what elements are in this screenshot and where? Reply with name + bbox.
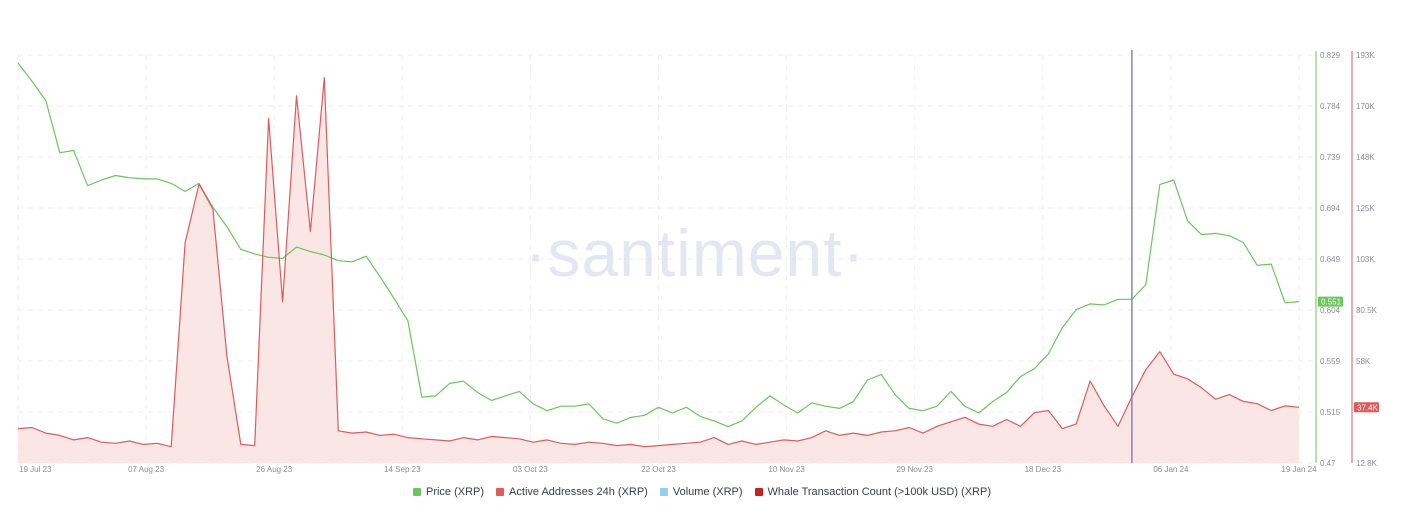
price-tick-label: 0.515 bbox=[1320, 408, 1341, 417]
legend-swatch bbox=[412, 488, 421, 496]
price-tick-label: 0.784 bbox=[1320, 102, 1341, 111]
legend-label: Price (XRP) bbox=[425, 486, 485, 498]
addresses-tick-label: 148K bbox=[1356, 153, 1375, 162]
legend-swatch bbox=[659, 488, 668, 496]
price-tick-label: 0.829 bbox=[1320, 51, 1341, 60]
svg-text:0.551: 0.551 bbox=[1321, 298, 1342, 307]
legend-item[interactable]: Active Addresses 24h (XRP) bbox=[496, 486, 648, 498]
price-tick-label: 0.47 bbox=[1320, 459, 1336, 468]
addresses-tick-label: 12.8K bbox=[1356, 459, 1378, 468]
line-layer bbox=[17, 62, 1300, 448]
price-tick-label: 0.604 bbox=[1320, 306, 1341, 315]
current-value-badges: 0.551 37.4K bbox=[1318, 296, 1379, 413]
addresses-tick-label: 103K bbox=[1356, 255, 1375, 264]
legend-label: Volume (XRP) bbox=[672, 486, 743, 498]
x-tick-label: 19 Jul 23 bbox=[19, 465, 52, 474]
x-axis-ticks: 19 Jul 23 07 Aug 23 26 Aug 23 14 Sep 23 03 O… bbox=[19, 465, 1317, 474]
addresses-current-badge: 37.4K bbox=[1354, 402, 1379, 413]
santiment-watermark: ·santiment· bbox=[524, 216, 865, 290]
x-tick-label: 14 Sep 23 bbox=[384, 465, 421, 474]
active-addresses-line bbox=[17, 77, 1300, 448]
legend-swatch bbox=[754, 488, 763, 496]
legend-label: Whale Transaction Count (>100k USD) (XRP… bbox=[767, 486, 991, 498]
x-tick-label: 22 Oct 23 bbox=[641, 465, 676, 474]
legend-swatch bbox=[496, 488, 505, 496]
addresses-tick-label: 193K bbox=[1356, 51, 1375, 60]
price-tick-label: 0.559 bbox=[1320, 357, 1341, 366]
price-axis-ticks: 0.829 0.784 0.739 0.694 0.649 0.604 0.559 0.515… bbox=[1320, 51, 1341, 468]
legend-label: Active Addresses 24h (XRP) bbox=[509, 486, 648, 498]
x-tick-label: 03 Oct 23 bbox=[513, 465, 548, 474]
addresses-tick-label: 170K bbox=[1356, 102, 1375, 111]
addresses-axis-ticks: 193K 170K 148K 125K 103K 80.5K 58K 12.8K bbox=[1356, 51, 1378, 468]
area-layer bbox=[18, 77, 1299, 463]
price-tick-label: 0.694 bbox=[1320, 204, 1341, 213]
x-tick-label: 18 Dec 23 bbox=[1025, 465, 1062, 474]
x-tick-label: 29 Nov 23 bbox=[896, 465, 933, 474]
chart-legend: Price (XRP) Active Addresses 24h (XRP) Vol… bbox=[0, 486, 1404, 498]
price-current-badge: 0.551 bbox=[1318, 296, 1343, 307]
legend-item[interactable]: Whale Transaction Count (>100k USD) (XRP… bbox=[754, 486, 991, 498]
x-tick-label: 07 Aug 23 bbox=[128, 465, 165, 474]
svg-text:37.4K: 37.4K bbox=[1357, 403, 1379, 412]
x-tick-label: 19 Jan 24 bbox=[1281, 465, 1317, 474]
price-tick-label: 0.739 bbox=[1320, 153, 1341, 162]
legend-item[interactable]: Price (XRP) bbox=[412, 486, 485, 498]
x-tick-label: 10 Nov 23 bbox=[768, 465, 805, 474]
x-tick-label: 26 Aug 23 bbox=[256, 465, 293, 474]
addresses-tick-label: 80.5K bbox=[1356, 306, 1378, 315]
addresses-tick-label: 125K bbox=[1356, 204, 1375, 213]
active-addresses-area bbox=[18, 77, 1299, 463]
addresses-tick-label: 58K bbox=[1356, 357, 1371, 366]
price-line bbox=[17, 62, 1300, 428]
price-tick-label: 0.649 bbox=[1320, 255, 1341, 264]
x-tick-label: 06 Jan 24 bbox=[1153, 465, 1189, 474]
legend-item[interactable]: Volume (XRP) bbox=[659, 486, 743, 498]
